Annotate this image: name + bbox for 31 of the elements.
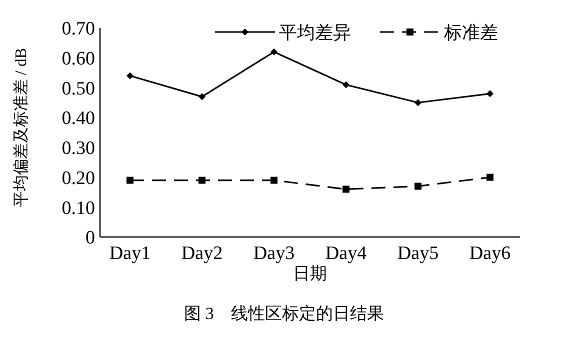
x-tick-label: Day1 (109, 243, 151, 264)
x-tick-label: Day2 (181, 243, 223, 264)
y-tick-label: 0.60 (62, 48, 95, 70)
point (270, 48, 278, 56)
point (414, 182, 422, 190)
y-axis-title: 平均偏差及标准差 / dB (12, 48, 30, 208)
legend-label: 平均差异 (279, 22, 351, 42)
point (126, 176, 134, 184)
x-axis-title: 日期 (293, 264, 327, 283)
point (486, 90, 494, 98)
y-tick-label: 0.50 (62, 78, 95, 100)
x-tick-label: Day4 (325, 243, 368, 264)
y-tick-label: 0 (86, 228, 95, 249)
x-tick-label: Day6 (469, 243, 511, 264)
point (342, 81, 350, 88)
y-tick-label: 0.10 (62, 198, 95, 219)
y-tick-label: 0.20 (62, 168, 95, 189)
text: 图 3 线性区标定的日结果 (184, 304, 384, 323)
point (198, 93, 206, 100)
x-tick-label: Day3 (253, 243, 295, 264)
point (198, 176, 206, 184)
y-tick-label: 0.70 (62, 18, 95, 40)
x-tick-label: Day5 (397, 243, 439, 264)
y-tick-label: 0.30 (62, 138, 95, 160)
point (414, 99, 422, 106)
point (126, 72, 134, 80)
point (342, 186, 350, 193)
legend-label: 标准差 (443, 22, 498, 42)
point (486, 174, 494, 181)
y-tick-label: 0.40 (62, 108, 95, 130)
point (270, 176, 278, 184)
